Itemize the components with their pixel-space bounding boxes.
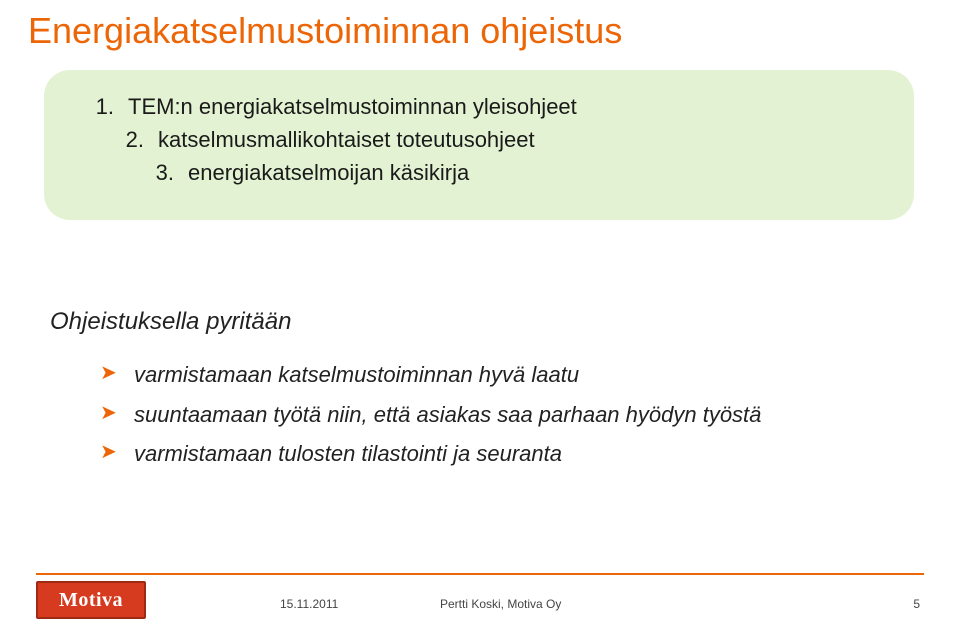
logo-text: Motiva: [59, 589, 123, 612]
bullet-list: varmistamaan katselmustoiminnan hyvä laa…: [100, 350, 880, 479]
bullet-item: varmistamaan katselmustoiminnan hyvä laa…: [100, 360, 880, 390]
numbered-list: TEM:n energiakatselmustoiminnan yleisohj…: [74, 92, 884, 188]
numbered-item: energiakatselmoijan käsikirja: [74, 158, 884, 189]
page-number: 5: [913, 597, 920, 611]
page-title: Energiakatselmustoiminnan ohjeistus: [28, 10, 622, 52]
bullet-item: suuntaamaan työtä niin, että asiakas saa…: [100, 400, 880, 430]
footer-divider: [36, 573, 924, 575]
footer-author: Pertti Koski, Motiva Oy: [440, 597, 561, 611]
footer-date: 15.11.2011: [280, 597, 338, 611]
numbered-item: TEM:n energiakatselmustoiminnan yleisohj…: [74, 92, 884, 123]
numbered-box: TEM:n energiakatselmustoiminnan yleisohj…: [44, 70, 914, 220]
motiva-logo: Motiva: [36, 581, 146, 619]
numbered-item: katselmusmallikohtaiset toteutusohjeet: [74, 125, 884, 156]
bullet-item: varmistamaan tulosten tilastointi ja seu…: [100, 439, 880, 469]
section-subhead: Ohjeistuksella pyritään: [50, 308, 291, 336]
